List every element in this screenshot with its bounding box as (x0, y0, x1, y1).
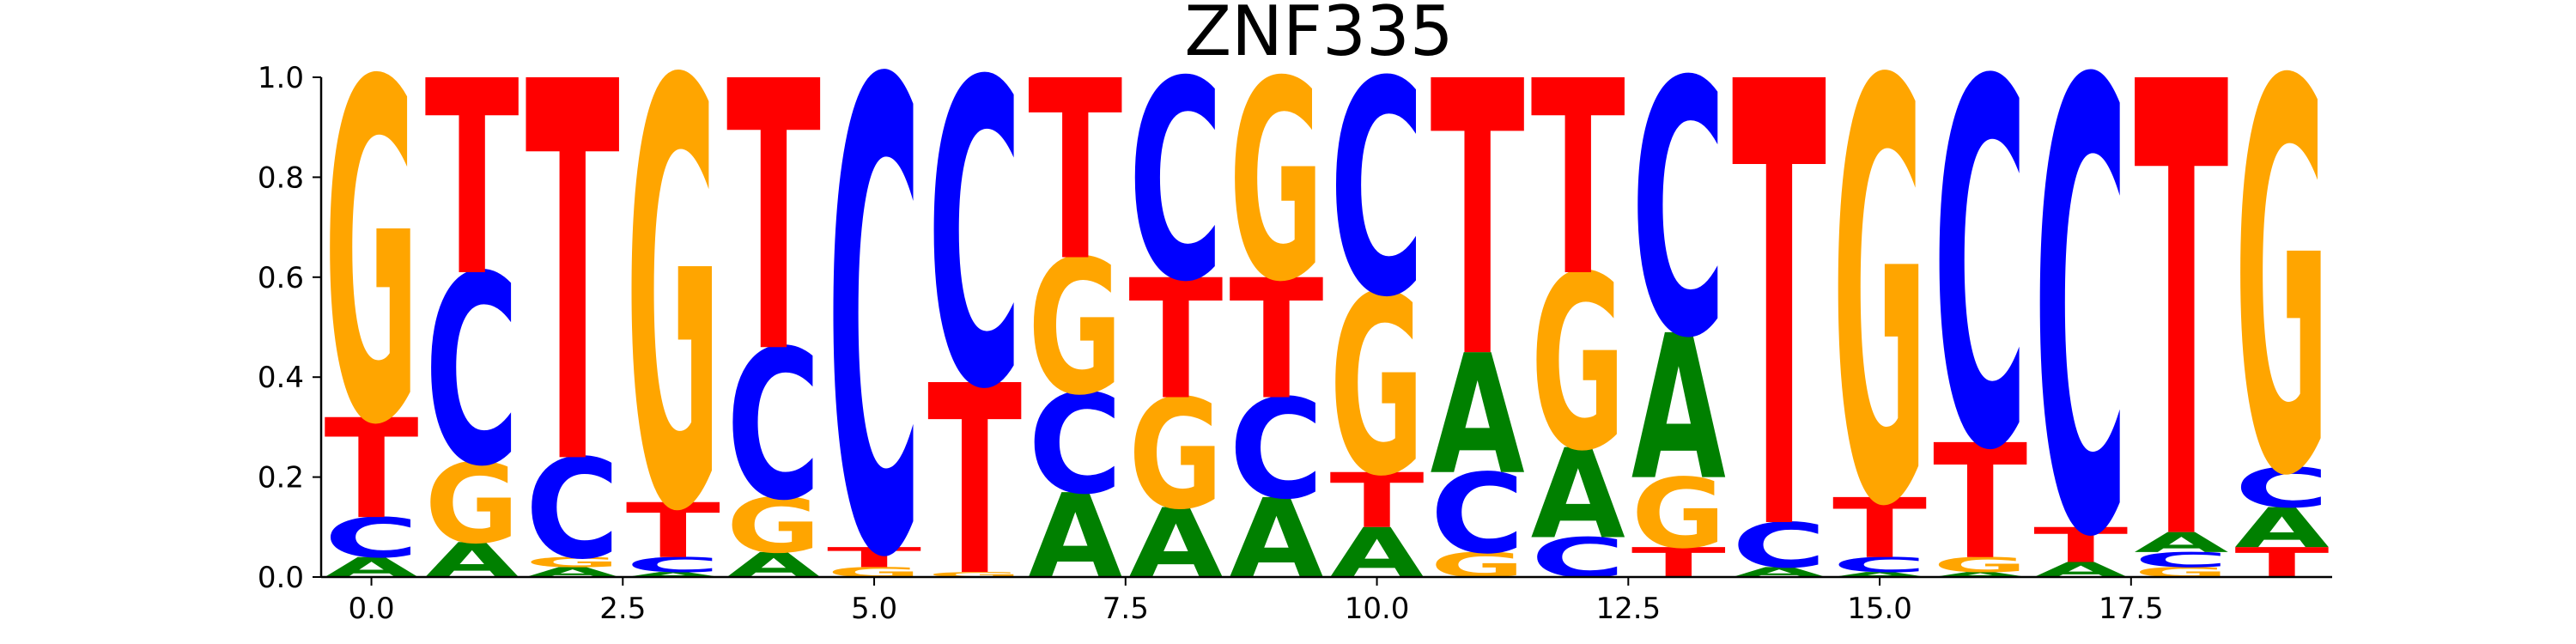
logo-letter-G-pos6: G (927, 571, 1022, 579)
logo-letter-G-pos12: G (1531, 225, 1625, 504)
logo-letter-C-pos6: C (927, 0, 1022, 481)
x-tick-label: 0.0 (349, 592, 395, 626)
logo-letter-A-pos3: A (626, 571, 720, 579)
logo-letter-C-pos4: C (726, 307, 821, 546)
logo-letter-G-pos9: G (1229, 23, 1323, 343)
logo-letter-C-pos19: C (2234, 457, 2329, 520)
logo-letter-A-pos9: A (1229, 476, 1323, 603)
logo-letter-C-pos11: C (1431, 451, 1525, 579)
axes-layer: 0.0 0.2 0.4 0.6 0.8 1.0 0.0 2.5 5.0 7.5 10.0 12.5 15… (258, 61, 2332, 626)
logo-letter-G-pos15: G (1832, 0, 1927, 634)
x-tick-label: 5.0 (851, 592, 897, 626)
y-tick-label: 0.8 (258, 161, 304, 195)
x-tick-label: 10.0 (1345, 592, 1410, 626)
logo-letter-T-pos14: T (1732, 0, 1827, 644)
logo-letter-A-pos15: A (1832, 571, 1927, 579)
logo-letter-C-pos18: C (2134, 548, 2228, 572)
x-tick-label: 2.5 (599, 592, 646, 626)
logo-letter-C-pos15: C (1832, 553, 1927, 577)
logo-letter-C-pos10: C (1330, 20, 1425, 362)
logo-letter-G-pos19: G (2234, 0, 2329, 594)
logo-letter-T-pos17: T (2033, 518, 2128, 574)
logo-letter-A-pos4: A (726, 545, 821, 586)
logo-letter-A-pos16: A (1933, 571, 2027, 579)
logo-letter-T-pos6: T (927, 331, 1022, 634)
logo-letter-A-pos7: A (1028, 469, 1122, 605)
logo-letter-G-pos7: G (1028, 221, 1122, 436)
logo-letter-T-pos10: T (1330, 457, 1425, 545)
logo-letter-T-pos19: T (2234, 539, 2329, 587)
chart-title: ZNF335 (1184, 0, 1453, 71)
logo-letter-G-pos8: G (1128, 368, 1223, 544)
logo-letter-C-pos3: C (626, 553, 720, 577)
logo-letter-A-pos13: A (1631, 294, 1726, 525)
logo-letter-T-pos7: T (1028, 28, 1122, 315)
x-tick-label: 17.5 (2099, 592, 2164, 626)
logo-letter-A-pos8: A (1128, 489, 1223, 600)
logo-letter-G-pos4: G (726, 483, 821, 570)
y-tick-label: 0.6 (258, 261, 304, 295)
logo-letter-C-pos16: C (1933, 0, 2027, 561)
logo-letter-G-pos3: G (626, 0, 720, 641)
logo-letter-G-pos1: G (425, 440, 519, 568)
y-tick-label: 0.0 (258, 561, 304, 595)
logo-letter-C-pos13: C (1631, 9, 1726, 416)
logo-letter-T-pos8: T (1128, 245, 1223, 436)
logo-letter-T-pos18: T (2134, 0, 2229, 644)
logo-letter-A-pos1: A (425, 533, 520, 589)
logo-letter-G-pos11: G (1431, 545, 1525, 585)
logo-letter-T-pos11: T (1431, 3, 1526, 442)
logo-letter-C-pos7: C (1028, 365, 1122, 526)
logo-letter-T-pos13: T (1631, 539, 1726, 587)
logo-letter-C-pos9: C (1229, 369, 1323, 530)
y-tick-label: 0.2 (258, 461, 304, 495)
logo-letter-T-pos0: T (325, 390, 419, 550)
logo-letter-A-pos18: A (2134, 526, 2228, 558)
logo-letter-T-pos15: T (1832, 482, 1927, 577)
logo-letter-C-pos14: C (1732, 510, 1826, 582)
logo-letter-C-pos2: C (526, 429, 620, 590)
logo-letter-C-pos5: C (827, 0, 921, 644)
logo-letter-T-pos4: T (726, 3, 822, 434)
x-tick-label: 7.5 (1103, 592, 1149, 626)
logo-letter-C-pos12: C (1531, 526, 1625, 590)
logo-letter-C-pos8: C (1128, 22, 1223, 343)
logo-letter-C-pos17: C (2033, 0, 2128, 644)
logo-letter-G-pos10: G (1330, 243, 1425, 531)
logo-letter-G-pos0: G (325, 0, 419, 528)
logo-letter-G-pos16: G (1933, 553, 2027, 577)
logo-letter-T-pos2: T (526, 0, 621, 580)
logo-letter-G-pos13: G (1631, 459, 1726, 570)
logo-letter-A-pos19: A (2234, 496, 2329, 560)
logo-letter-C-pos0: C (325, 507, 419, 570)
x-tick-label: 15.0 (1847, 592, 1912, 626)
logo-letter-G-pos2: G (526, 554, 620, 570)
logo-letter-T-pos16: T (1933, 411, 2027, 595)
logo-letter-T-pos5: T (827, 542, 921, 574)
y-tick-label: 1.0 (258, 61, 304, 95)
logo-letter-A-pos11: A (1431, 319, 1525, 511)
logo-letter-T-pos9: T (1229, 245, 1323, 436)
logo-letter-T-pos1: T (425, 25, 519, 336)
logo-letter-A-pos12: A (1531, 422, 1625, 567)
logo-letter-C-pos1: C (425, 222, 519, 524)
x-tick-label: 12.5 (1595, 592, 1661, 626)
y-tick-label: 0.4 (258, 361, 304, 395)
logo-letter-T-pos12: T (1531, 25, 1625, 336)
logo-letter-T-pos3: T (626, 487, 720, 575)
